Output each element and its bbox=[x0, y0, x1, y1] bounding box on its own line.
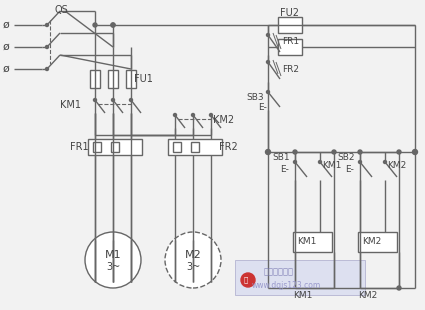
Circle shape bbox=[266, 33, 269, 37]
Text: 3~: 3~ bbox=[106, 262, 120, 272]
Bar bbox=[88, 139, 142, 155]
Text: FR1: FR1 bbox=[282, 38, 299, 46]
Circle shape bbox=[94, 99, 96, 101]
Bar bbox=[168, 139, 222, 155]
Circle shape bbox=[358, 150, 362, 154]
Text: FU2: FU2 bbox=[280, 8, 299, 18]
Text: FU1: FU1 bbox=[134, 74, 153, 84]
Text: SB2: SB2 bbox=[337, 153, 354, 162]
Circle shape bbox=[359, 161, 362, 163]
Circle shape bbox=[266, 149, 270, 154]
Text: FR2: FR2 bbox=[282, 64, 299, 73]
Circle shape bbox=[192, 113, 195, 117]
Text: QS: QS bbox=[55, 5, 69, 15]
Text: E-: E- bbox=[258, 104, 267, 113]
Bar bbox=[126, 70, 136, 88]
Text: KM1: KM1 bbox=[298, 237, 317, 246]
Text: 3~: 3~ bbox=[186, 262, 200, 272]
Bar bbox=[191, 142, 199, 152]
Circle shape bbox=[413, 149, 417, 154]
Text: FR2: FR2 bbox=[219, 142, 238, 152]
Circle shape bbox=[397, 286, 401, 290]
Circle shape bbox=[165, 232, 221, 288]
Text: KM1: KM1 bbox=[322, 162, 341, 171]
Circle shape bbox=[266, 60, 269, 64]
Text: KM2: KM2 bbox=[358, 291, 377, 300]
Circle shape bbox=[210, 113, 212, 117]
Text: SB3: SB3 bbox=[246, 94, 264, 103]
Circle shape bbox=[241, 273, 255, 287]
Text: M1: M1 bbox=[105, 250, 121, 260]
Text: FR1: FR1 bbox=[70, 142, 89, 152]
Bar bbox=[108, 70, 118, 88]
Text: ø: ø bbox=[3, 20, 10, 30]
Circle shape bbox=[45, 46, 48, 48]
Circle shape bbox=[111, 99, 114, 101]
Circle shape bbox=[397, 150, 401, 154]
Bar bbox=[93, 142, 101, 152]
Text: KM2: KM2 bbox=[387, 162, 406, 171]
Circle shape bbox=[130, 99, 133, 101]
Bar bbox=[235, 260, 365, 295]
Text: www.dqjs123.com: www.dqjs123.com bbox=[252, 281, 321, 290]
Text: KM2: KM2 bbox=[363, 237, 382, 246]
Bar bbox=[358, 232, 397, 252]
Circle shape bbox=[294, 161, 297, 163]
Bar bbox=[293, 232, 332, 252]
Bar bbox=[111, 142, 119, 152]
Circle shape bbox=[383, 161, 386, 163]
Circle shape bbox=[111, 23, 115, 27]
Text: M2: M2 bbox=[184, 250, 201, 260]
Bar bbox=[90, 70, 100, 88]
Text: ø: ø bbox=[3, 64, 10, 74]
Circle shape bbox=[45, 68, 48, 70]
Circle shape bbox=[173, 113, 176, 117]
Circle shape bbox=[266, 91, 269, 94]
Text: E-: E- bbox=[280, 166, 289, 175]
Circle shape bbox=[332, 150, 336, 154]
Circle shape bbox=[111, 23, 115, 27]
Circle shape bbox=[293, 150, 297, 154]
Bar bbox=[278, 17, 302, 33]
Circle shape bbox=[45, 24, 48, 26]
Text: ø: ø bbox=[3, 42, 10, 52]
Text: KM1: KM1 bbox=[60, 100, 81, 110]
Text: SB1: SB1 bbox=[272, 153, 289, 162]
Circle shape bbox=[358, 286, 362, 290]
Bar bbox=[173, 142, 181, 152]
Text: KM2: KM2 bbox=[213, 115, 234, 125]
Bar bbox=[278, 39, 302, 55]
Text: KM1: KM1 bbox=[293, 291, 312, 300]
Circle shape bbox=[332, 286, 336, 290]
Text: E-: E- bbox=[345, 166, 354, 175]
Text: 电: 电 bbox=[244, 277, 248, 283]
Text: 电工技术之家: 电工技术之家 bbox=[264, 268, 294, 277]
Circle shape bbox=[293, 286, 297, 290]
Circle shape bbox=[85, 232, 141, 288]
Circle shape bbox=[93, 23, 97, 27]
Circle shape bbox=[318, 161, 321, 163]
